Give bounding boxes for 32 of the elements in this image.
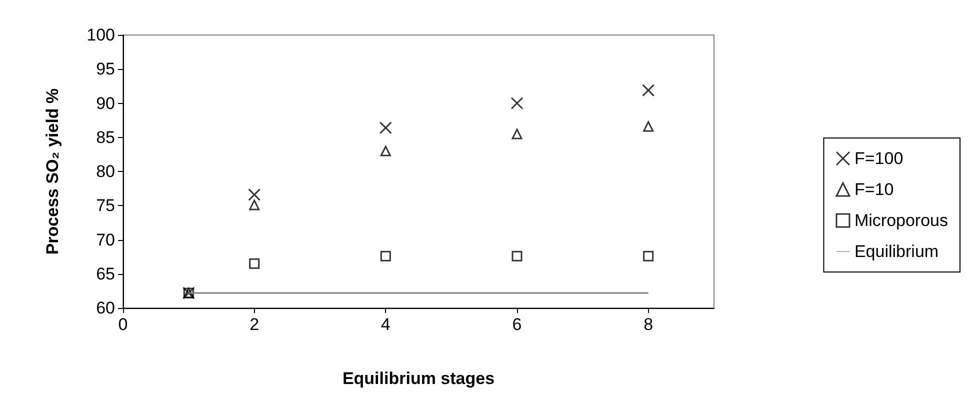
y-tick-label: 75 (96, 196, 115, 216)
point (512, 250, 522, 262)
y-tick-label: 85 (96, 128, 115, 147)
legend-label: Equilibrium (854, 242, 939, 261)
point (643, 250, 654, 262)
point (249, 258, 260, 269)
point (643, 121, 654, 132)
point (380, 146, 391, 156)
legend-label: Microporous (854, 211, 948, 230)
y-tick-label: 60 (96, 298, 115, 318)
point (249, 200, 260, 210)
y-tick-label: 70 (96, 230, 115, 250)
point (512, 128, 522, 140)
x-tick-label: 4 (380, 315, 390, 334)
point (642, 84, 655, 97)
y-tick-label: 100 (86, 26, 115, 44)
x-tick-label: 0 (118, 315, 128, 334)
y-axis-title: Process SO₂ yield % (43, 88, 62, 255)
point (248, 188, 261, 201)
point (510, 97, 524, 110)
legend-label: F=10 (854, 180, 894, 199)
y-tick-label: 80 (96, 162, 115, 181)
x-tick-label: 6 (512, 315, 522, 334)
y-tick-label: 95 (96, 60, 115, 79)
point (380, 250, 391, 262)
x-tick-label: 8 (644, 315, 654, 334)
x-axis-title: Equilibrium stages (342, 369, 495, 388)
legend-label: F=100 (854, 149, 904, 168)
y-tick-label: 90 (96, 94, 115, 113)
y-tick-label: 65 (96, 264, 115, 284)
point (379, 122, 392, 134)
x-tick-label: 2 (250, 315, 260, 334)
